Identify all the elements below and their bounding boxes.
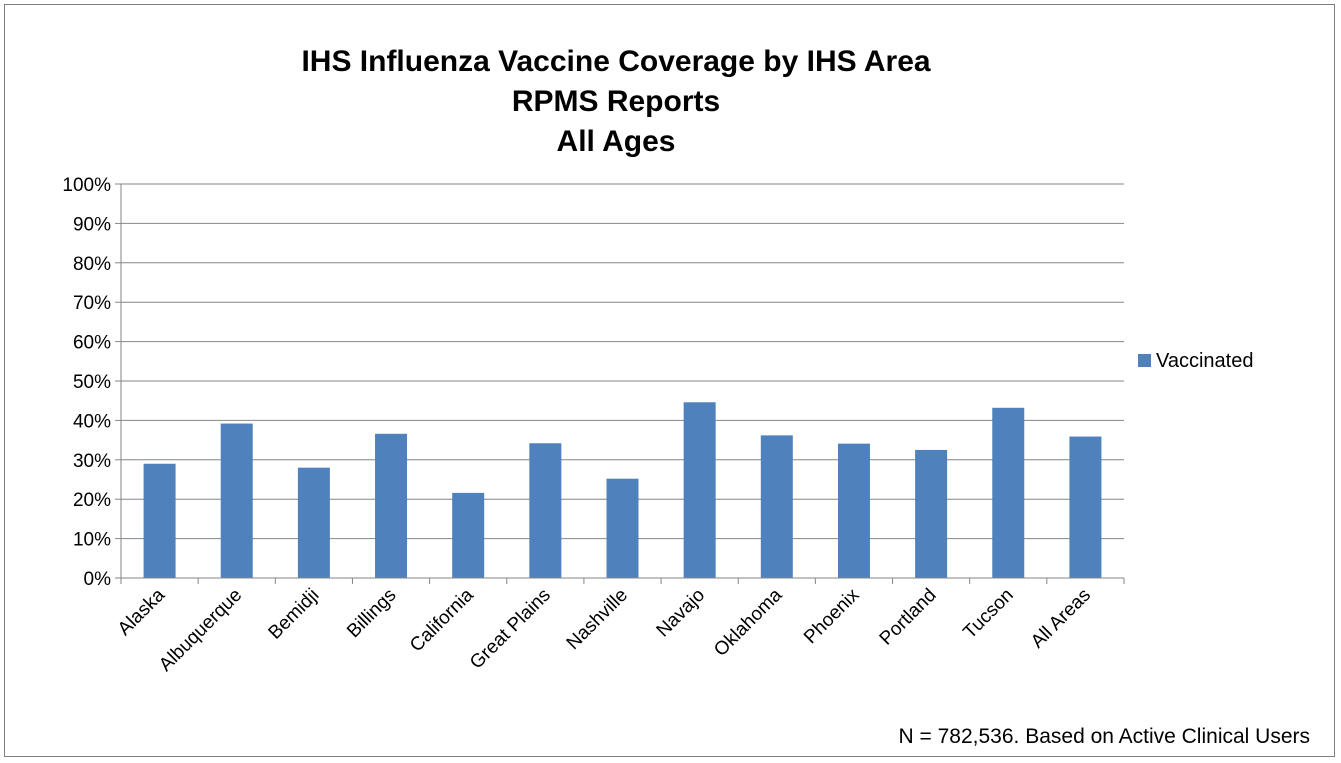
bar-nashville xyxy=(606,478,639,578)
y-tick-label: 50% xyxy=(73,372,111,393)
legend: Vaccinated xyxy=(1138,350,1253,372)
bar-great-plains xyxy=(529,443,562,578)
x-tick-label: Nashville xyxy=(563,585,632,654)
y-tick-label: 10% xyxy=(73,530,111,551)
bar-billings xyxy=(375,433,408,578)
bar-albuquerque xyxy=(220,423,253,578)
bar-tucson xyxy=(992,407,1025,578)
y-tick-label: 30% xyxy=(73,451,111,472)
y-tick-label: 40% xyxy=(73,411,111,432)
bar-phoenix xyxy=(837,443,870,578)
x-tick-label: Navajo xyxy=(653,585,710,642)
legend-label-vaccinated: Vaccinated xyxy=(1156,350,1253,372)
y-axis-tick-labels: 0% 10% 20% 30% 40% 50% 60% 70% 80% 90% 100% xyxy=(62,175,111,590)
y-tick-label: 60% xyxy=(73,333,111,354)
x-tick-label: Billings xyxy=(343,585,400,642)
x-tick-label: Bemidji xyxy=(265,585,324,644)
x-tick-label: Tucson xyxy=(959,585,1017,643)
axes xyxy=(120,184,1125,584)
x-tick-label: Alaska xyxy=(114,584,169,639)
y-tick-label: 20% xyxy=(73,490,111,511)
y-tick-label: 90% xyxy=(73,214,111,235)
legend-swatch-vaccinated xyxy=(1138,354,1151,367)
bar-navajo xyxy=(683,402,716,578)
bar-all-areas xyxy=(1069,436,1102,578)
chart-title-line-1: IHS Influenza Vaccine Coverage by IHS Ar… xyxy=(301,45,930,78)
bar-chart: IHS Influenza Vaccine Coverage by IHS Ar… xyxy=(62,45,1310,748)
x-tick-label: Phoenix xyxy=(800,584,864,648)
x-tick-label: Oklahoma xyxy=(710,584,786,660)
chart-title-line-3: All Ages xyxy=(557,125,676,158)
bar-oklahoma xyxy=(760,435,793,578)
bar-portland xyxy=(915,449,948,578)
bars-vaccinated xyxy=(143,402,1102,578)
bar-alaska xyxy=(143,463,176,578)
chart-area: IHS Influenza Vaccine Coverage by IHS Ar… xyxy=(4,4,1335,757)
chart-title: IHS Influenza Vaccine Coverage by IHS Ar… xyxy=(301,45,930,158)
x-tick-label: California xyxy=(406,584,478,656)
chart-footnote: N = 782,536. Based on Active Clinical Us… xyxy=(899,725,1310,748)
y-gridlines xyxy=(115,183,1124,579)
x-tick-label: All Areas xyxy=(1027,585,1095,653)
chart-title-line-2: RPMS Reports xyxy=(512,85,720,118)
x-tick-label: Great Plains xyxy=(466,585,555,674)
bar-california xyxy=(452,492,485,578)
y-tick-label: 70% xyxy=(73,293,111,314)
x-tick-label: Portland xyxy=(876,585,941,650)
bar-bemidji xyxy=(297,467,330,578)
y-tick-label: 100% xyxy=(62,175,111,196)
y-tick-label: 0% xyxy=(84,569,112,590)
y-tick-label: 80% xyxy=(73,254,111,275)
x-tick-label: Albuquerque xyxy=(155,585,246,676)
